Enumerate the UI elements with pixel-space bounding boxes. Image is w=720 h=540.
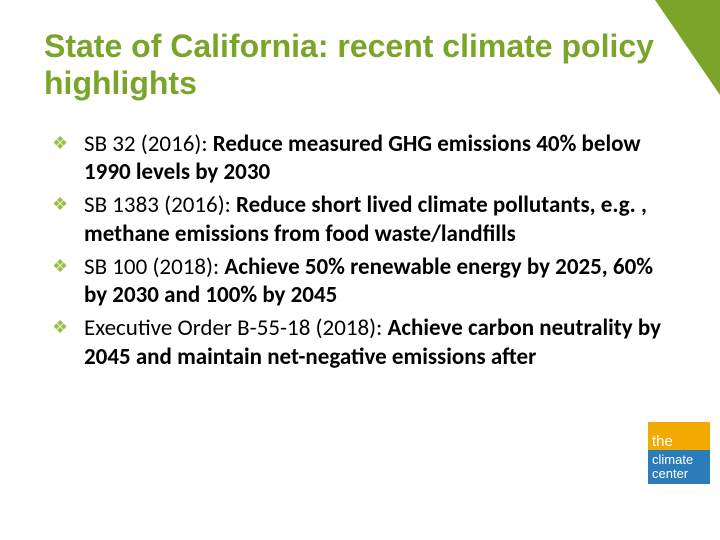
diamond-bullet-icon: ❖: [52, 193, 68, 216]
slide-title: State of California: recent climate poli…: [44, 28, 670, 102]
list-item: ❖ SB 32 (2016): Reduce measured GHG emis…: [52, 130, 670, 188]
logo-line2: center: [652, 467, 710, 481]
bullet-prefix: SB 100 (2018):: [84, 253, 224, 281]
slide: State of California: recent climate poli…: [0, 0, 720, 540]
logo-line1: climate: [652, 453, 710, 467]
diamond-bullet-icon: ❖: [52, 316, 68, 339]
diamond-bullet-icon: ❖: [52, 132, 68, 155]
diamond-bullet-icon: ❖: [52, 255, 68, 278]
corner-accent-triangle: [655, 0, 720, 95]
climate-center-logo: the climate center: [648, 422, 710, 484]
logo-bottom: climate center: [648, 450, 710, 484]
logo-top: the: [648, 422, 710, 450]
bullet-prefix: SB 32 (2016):: [84, 130, 213, 158]
list-item: ❖ SB 100 (2018): Achieve 50% renewable e…: [52, 253, 670, 311]
bullet-prefix: Executive Order B-55-18 (2018):: [84, 314, 388, 342]
bullet-prefix: SB 1383 (2016):: [84, 191, 236, 219]
list-item: ❖ SB 1383 (2016): Reduce short lived cli…: [52, 191, 670, 249]
list-item: ❖ Executive Order B-55-18 (2018): Achiev…: [52, 314, 670, 372]
bullet-list: ❖ SB 32 (2016): Reduce measured GHG emis…: [44, 130, 670, 372]
